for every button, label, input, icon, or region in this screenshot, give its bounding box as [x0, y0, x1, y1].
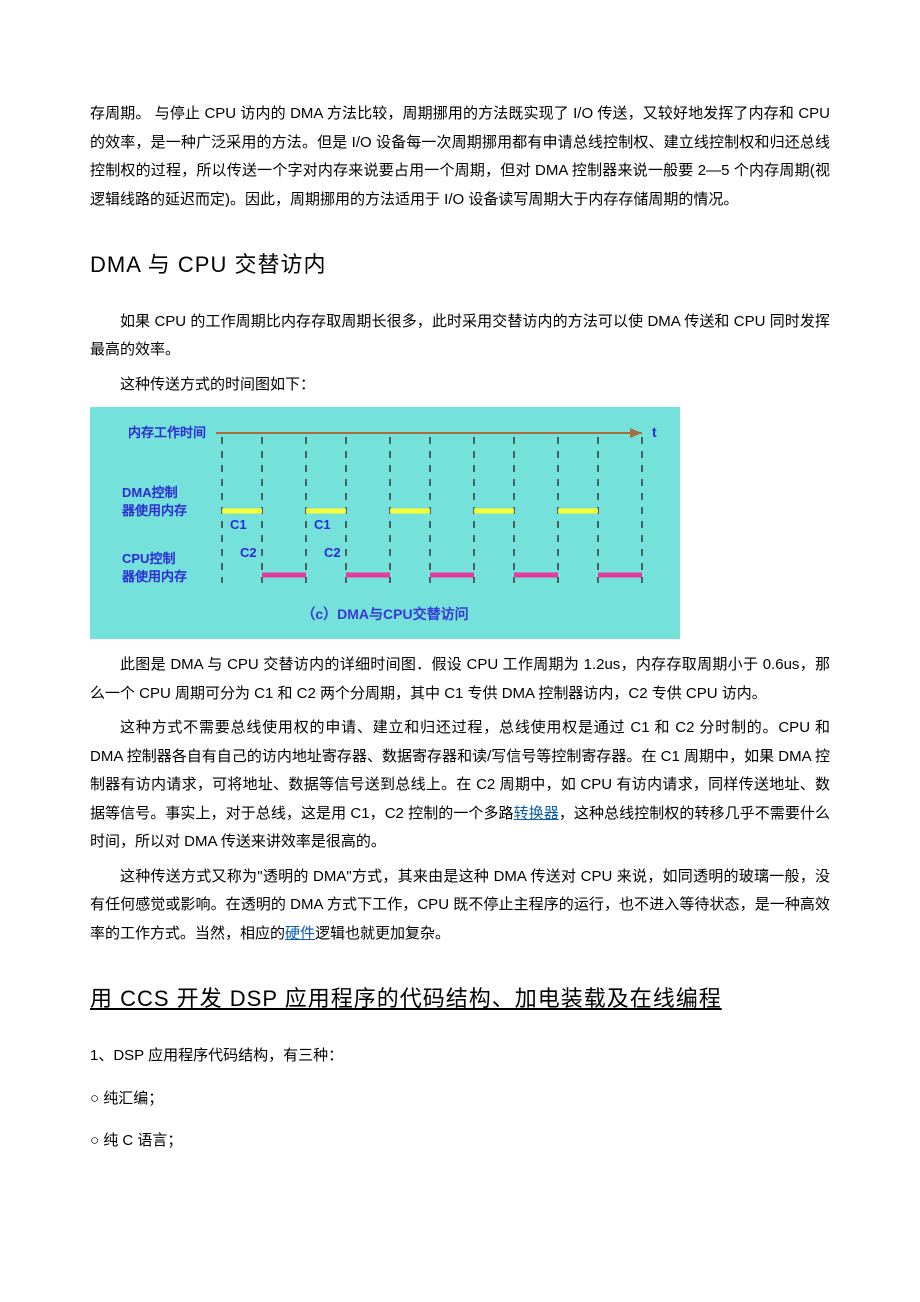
timing-diagram: t内存工作时间DMA控制器使用内存CPU控制器使用内存C1C2C1C2（c）DM…: [90, 407, 680, 639]
paragraph-3: 这种传送方式的时间图如下：: [90, 371, 830, 400]
paragraph-4: 此图是 DMA 与 CPU 交替访内的详细时间图．假设 CPU 工作周期为 1.…: [90, 651, 830, 708]
paragraph-6b: 逻辑也就更加复杂。: [315, 925, 450, 942]
paragraph-5: 这种方式不需要总线使用权的申请、建立和归还过程，总线使用权是通过 C1 和 C2…: [90, 714, 830, 857]
svg-text:DMA控制: DMA控制: [122, 485, 178, 500]
bullet-1: ○ 纯汇编；: [90, 1085, 830, 1114]
svg-text:CPU控制: CPU控制: [122, 551, 175, 566]
bullet-2: ○ 纯 C 语言；: [90, 1127, 830, 1156]
svg-text:器使用内存: 器使用内存: [121, 503, 187, 518]
svg-text:C1: C1: [314, 517, 331, 532]
document-page: 存周期。 与停止 CPU 访内的 DMA 方法比较，周期挪用的方法既实现了 I/…: [0, 0, 920, 1216]
svg-text:C2: C2: [324, 545, 341, 560]
heading-ccs-dsp: 用 CCS 开发 DSP 应用程序的代码结构、加电装载及在线编程: [90, 978, 830, 1020]
svg-text:器使用内存: 器使用内存: [121, 569, 187, 584]
svg-text:（c）DMA与CPU交替访问: （c）DMA与CPU交替访问: [301, 606, 468, 622]
heading-dma-cpu-alternate: DMA 与 CPU 交替访内: [90, 244, 830, 286]
paragraph-6a: 这种传送方式又称为"透明的 DMA"方式，其来由是这种 DMA 传送对 CPU …: [90, 868, 830, 942]
paragraph-1: 存周期。 与停止 CPU 访内的 DMA 方法比较，周期挪用的方法既实现了 I/…: [90, 100, 830, 214]
svg-text:C2: C2: [240, 545, 257, 560]
paragraph-2: 如果 CPU 的工作周期比内存存取周期长很多，此时采用交替访内的方法可以使 DM…: [90, 308, 830, 365]
svg-text:内存工作时间: 内存工作时间: [128, 425, 206, 440]
bullet-intro: 1、DSP 应用程序代码结构，有三种：: [90, 1042, 830, 1071]
svg-text:C1: C1: [230, 517, 247, 532]
link-hardware[interactable]: 硬件: [285, 925, 315, 942]
paragraph-6: 这种传送方式又称为"透明的 DMA"方式，其来由是这种 DMA 传送对 CPU …: [90, 863, 830, 949]
link-converter[interactable]: 转换器: [514, 805, 559, 822]
svg-text:t: t: [652, 424, 657, 440]
